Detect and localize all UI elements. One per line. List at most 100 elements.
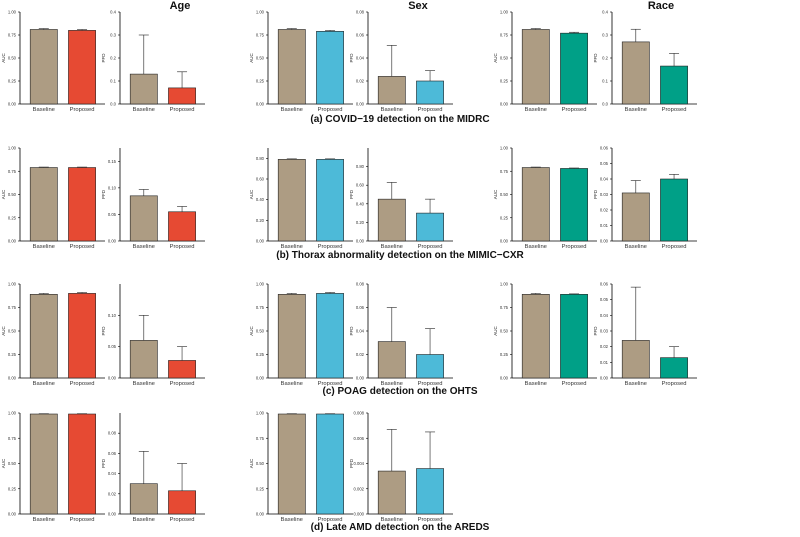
panel-r4-sex-auc-x-tick-label: Baseline: [281, 517, 303, 523]
panel-r2-age-pfd-y-label: PFD: [101, 189, 106, 199]
panel-r2-race-auc-y-label: AUC: [493, 189, 498, 199]
panel-r3-age-pfd-y-tick-label: 0.05: [108, 344, 117, 349]
panel-r1-sex-auc-y-tick-label: 1.00: [256, 10, 265, 15]
panel-r3-age-auc-y-tick-label: 0.75: [8, 305, 17, 310]
panel-r1-age-auc-y-label: AUC: [1, 53, 6, 63]
panel-r3-sex-auc-x-tick-label: Proposed: [318, 381, 343, 387]
panel-r2-age-auc-y-tick-label: 1.00: [8, 146, 17, 151]
panel-r4-sex-pfd-x-tick-label: Baseline: [381, 517, 403, 523]
panel-r3-age-auc-y-tick-label: 0.25: [8, 352, 17, 357]
panel-r1-age-pfd-x-tick-label: Baseline: [133, 107, 155, 113]
panel-r4-sex-auc-y-tick-label: 0.25: [256, 486, 265, 491]
panel-r4-sex-pfd-y-tick-label: 0.006: [354, 436, 365, 441]
panel-r1-age-pfd-y-tick-label: 0.3: [110, 33, 116, 38]
panel-r4-sex-auc-x-tick-label: Proposed: [318, 517, 343, 523]
panel-r4-age-pfd-bar-baseline: [129, 483, 158, 515]
panel-r2-race-auc-y-tick-label: 0.00: [500, 239, 509, 244]
panel-r4-sex-auc-bar-baseline: [277, 413, 306, 515]
panel-r3-sex-auc-x-tick-label: Baseline: [281, 381, 303, 387]
panel-r2-sex-pfd-y-tick-label: 0.60: [356, 183, 365, 188]
panel-r1-sex-pfd-y-tick-label: 0.00: [356, 102, 365, 107]
panel-r2-race-pfd-x-tick-label: Baseline: [625, 244, 647, 250]
panel-r2-race-auc-x-tick-label: Baseline: [525, 244, 547, 250]
panel-r3-race-pfd-y-label: PFD: [593, 326, 598, 336]
panel-r1-age-pfd-bar-baseline: [129, 73, 158, 105]
panel-r2-age-auc-y-tick-label: 0.75: [8, 169, 17, 174]
panel-r3-age-auc-y-tick-label: 1.00: [8, 282, 17, 287]
panel-r3-race-pfd-y-tick-label: 0.05: [600, 297, 609, 302]
panel-r3-sex-pfd-bar-baseline: [377, 341, 406, 379]
panel-r4-age-pfd-x-tick-label: Baseline: [133, 517, 155, 523]
panel-r4-sex-pfd-bar-baseline: [377, 470, 406, 515]
caption-mimic-cxr: (b) Thorax abnormality detection on the …: [276, 250, 524, 261]
panel-r4-age-auc-x-tick-label: Baseline: [33, 517, 55, 523]
panel-r1-age-auc-y-tick-label: 0.25: [8, 79, 17, 84]
panel-r2-sex-pfd-bar-baseline: [377, 198, 406, 242]
panel-r1-age-pfd-y-tick-label: 0.0: [110, 102, 116, 107]
panel-r3-sex-pfd-x-tick-label: Proposed: [418, 381, 443, 387]
panel-r2-age-auc-x-tick-label: Baseline: [33, 244, 55, 250]
panel-r1-race-pfd-y-tick-label: 0.0: [602, 102, 608, 107]
panel-r3-race-auc-bar-proposed: [560, 294, 588, 379]
panel-r3-age-auc-y-tick-label: 0.50: [8, 329, 17, 334]
panel-r3-age-pfd-y-tick-label: 0.00: [108, 376, 117, 381]
panel-r4-age-auc-y-tick-label: 0.75: [8, 436, 17, 441]
panel-r2-sex-pfd-y-tick-label: 0.20: [356, 220, 365, 225]
panel-r4-age-pfd-y-tick-label: 0.06: [108, 451, 117, 456]
panel-r2-sex-auc-y-label: AUC: [249, 189, 254, 199]
panel-r1-sex-pfd-y-tick-label: 0.04: [356, 56, 365, 61]
panel-r4-sex-pfd-y-tick-label: 0.008: [354, 411, 365, 416]
panel-r3-race-pfd-bar-baseline: [621, 340, 650, 379]
panel-r3-age-pfd-x-tick-label: Baseline: [133, 381, 155, 387]
panel-r3-race-pfd-y-tick-label: 0.03: [600, 329, 609, 334]
panel-r3-race-auc-y-tick-label: 0.00: [500, 376, 509, 381]
panel-r1-sex-auc-y-tick-label: 0.50: [256, 56, 265, 61]
panel-r1-age-auc-y-tick-label: 0.75: [8, 33, 17, 38]
panel-r4-sex-pfd-bar-proposed: [416, 468, 444, 515]
panel-r1-race-pfd-x-tick-label: Proposed: [662, 107, 687, 113]
panel-r3-race-auc-bar-baseline: [521, 294, 550, 379]
panel-r4-age-pfd-y-tick-label: 0.04: [108, 471, 117, 476]
caption-midrc: (a) COVID−19 detection on the MIDRC: [310, 114, 490, 125]
panel-r2-sex-auc-y-tick-label: 0.60: [256, 177, 265, 182]
panel-r4-age-auc-y-tick-label: 0.50: [8, 461, 17, 466]
column-title-age: Age: [169, 0, 191, 12]
panel-r1-age-pfd-y-tick-label: 0.4: [110, 10, 116, 15]
panel-r1-age-pfd-y-tick-label: 0.1: [110, 79, 116, 84]
panel-r4-age-pfd-y-tick-label: 0.08: [108, 431, 117, 436]
panel-r1-race-auc-x-tick-label: Proposed: [562, 107, 587, 113]
panel-r3-race-auc-x-tick-label: Proposed: [562, 381, 587, 387]
panel-r2-race-pfd-y-tick-label: 0.03: [600, 192, 609, 197]
panel-r2-sex-auc-y-tick-label: 0.80: [256, 156, 265, 161]
panel-r1-sex-auc-x-tick-label: Proposed: [318, 107, 343, 113]
panel-r2-age-pfd-y-tick-label: 0.00: [108, 239, 117, 244]
panel-r3-race-pfd-bar-proposed: [660, 357, 688, 379]
panel-r3-age-pfd-bar-baseline: [129, 340, 158, 379]
panel-r3-sex-auc-y-tick-label: 0.50: [256, 329, 265, 334]
panel-r1-race-auc-y-tick-label: 0.75: [500, 33, 509, 38]
panel-r3-race-auc-y-tick-label: 0.50: [500, 329, 509, 334]
panel-r1-sex-pfd-x-tick-label: Proposed: [418, 107, 443, 113]
panel-r2-race-pfd-bar-baseline: [621, 192, 650, 242]
panel-r2-race-auc-bar-proposed: [560, 168, 588, 242]
column-title-sex: Sex: [408, 0, 428, 12]
caption-ohts: (c) POAG detection on the OHTS: [322, 386, 478, 397]
panel-r1-race-pfd-y-tick-label: 0.1: [602, 79, 608, 84]
panel-r3-race-pfd-y-tick-label: 0.00: [600, 376, 609, 381]
panel-r2-age-auc-bar-proposed: [68, 167, 96, 242]
panel-r1-sex-pfd-bar-baseline: [377, 76, 406, 105]
panel-r3-sex-auc-bar-proposed: [316, 293, 344, 379]
panel-r2-sex-auc-y-tick-label: 0.40: [256, 197, 265, 202]
panel-r4-age-auc-y-tick-label: 1.00: [8, 411, 17, 416]
panel-r3-age-pfd-y-label: PFD: [101, 326, 106, 336]
panel-r3-sex-pfd-y-tick-label: 0.06: [356, 305, 365, 310]
panel-r3-race-pfd-x-tick-label: Proposed: [662, 381, 687, 387]
panel-r4-sex-auc-y-tick-label: 0.50: [256, 461, 265, 466]
panel-r1-race-pfd-x-tick-label: Baseline: [625, 107, 647, 113]
panel-r2-sex-auc-bar-proposed: [316, 159, 344, 242]
panel-r4-age-pfd-bar-proposed: [168, 490, 196, 515]
panel-r3-race-pfd-y-tick-label: 0.04: [600, 313, 609, 318]
panel-r3-sex-auc-bar-baseline: [277, 294, 306, 379]
panel-r3-age-auc-x-tick-label: Baseline: [33, 381, 55, 387]
